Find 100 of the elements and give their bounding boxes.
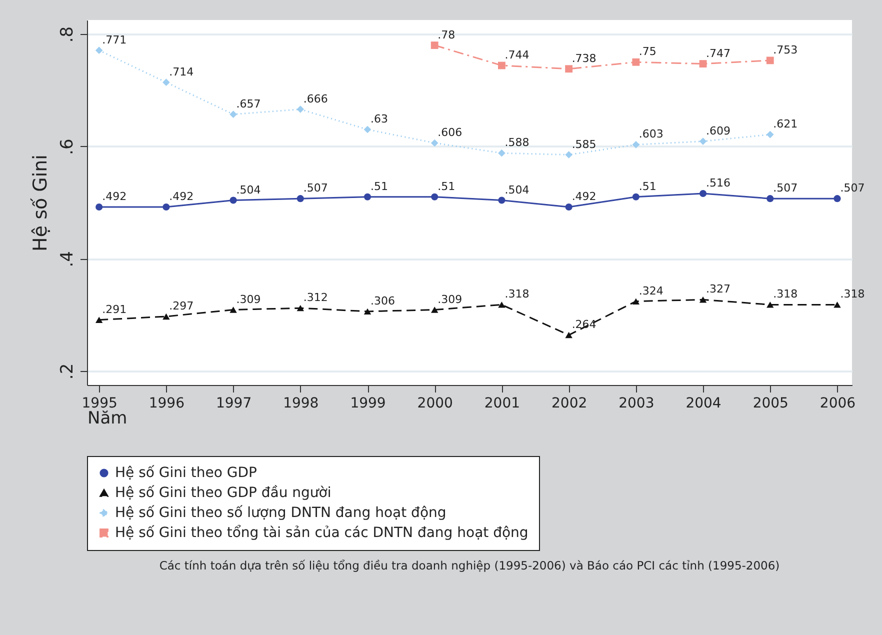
point [296,304,304,312]
point [162,78,170,86]
data-label: .318 [773,288,798,301]
x-axis-title: Năm [88,408,128,428]
point [96,203,103,211]
point [498,302,506,308]
data-label: .666 [303,92,328,106]
data-label: .657 [236,97,261,110]
point [230,196,237,204]
point [632,58,640,66]
point [162,313,170,320]
data-label: .504 [236,183,261,196]
y-tick-label: .2 [58,363,78,380]
point [296,106,304,113]
point [498,62,506,70]
point [162,203,170,211]
data-label: .318 [840,288,865,301]
legend-label: Hệ số Gini theo tổng tài sản của các DNTN đang hoạt động [115,524,528,541]
data-label: .507 [840,182,865,195]
point [766,195,774,202]
data-label: .744 [504,48,530,62]
data-label: .291 [102,302,127,316]
data-label: .492 [102,190,127,203]
data-label: .297 [169,299,194,312]
point [95,316,103,323]
point [766,56,774,64]
x-tick-label: 2003 [618,396,654,412]
data-label: .327 [706,282,731,296]
x-tick-label: 1999 [350,396,386,412]
data-label: .603 [638,128,664,141]
legend-label: Hệ số Gini theo GDP đầu người [115,485,332,501]
x-tick-label: 1998 [283,396,319,412]
y-tick-label: .8 [58,26,78,43]
point [565,151,572,158]
point [498,196,506,204]
legend-label: Hệ số Gini theo GDP [115,465,257,481]
point [296,195,304,202]
data-label: .309 [438,292,462,306]
x-tick-label: 1995 [82,396,118,412]
point [632,193,640,200]
data-label: .714 [169,65,194,78]
data-label: .75 [638,45,656,58]
point [95,46,103,54]
data-label: .492 [169,190,194,203]
point [766,130,774,138]
data-label: .63 [370,112,388,126]
point [364,126,372,134]
y-tick-label: .4 [58,251,78,268]
legend-label: Hệ số Gini theo số lượng DNTN đang hoạt động [115,505,446,521]
data-label: .738 [572,52,596,65]
point [431,193,438,200]
data-label: .492 [572,190,596,203]
x-tick-label: 1997 [216,396,252,412]
point [834,302,841,308]
point [699,296,707,303]
data-label: .747 [706,46,731,60]
x-tick-label: 2000 [417,396,453,412]
point [565,65,573,73]
data-label: .51 [370,180,388,193]
data-label: .507 [773,182,798,195]
data-label: .504 [504,183,530,196]
data-label: .306 [370,294,395,308]
data-label: .753 [773,43,798,56]
y-axis-title: Hệ số Gini [30,154,52,252]
point [431,306,438,313]
data-label: .609 [706,124,731,138]
data-label: .516 [706,176,731,190]
y-tick-label: .6 [58,138,78,155]
point [364,193,372,200]
point [230,110,237,118]
point [364,308,372,315]
data-label: .264 [572,318,596,332]
point [834,195,841,202]
data-label: .318 [504,288,530,301]
point [430,139,438,147]
point [699,138,707,145]
data-label: .78 [438,28,456,42]
point [565,332,572,338]
x-tick-label: 2004 [686,396,722,412]
data-label: .51 [438,180,456,193]
data-label: .309 [236,292,261,306]
x-tick-label: 2002 [551,396,588,412]
x-tick-label: 2006 [820,396,856,412]
x-tick-label: 1996 [148,396,185,412]
point [498,149,506,157]
data-label: .324 [638,284,664,298]
data-label: .621 [773,118,798,131]
point [699,190,707,198]
data-label: .51 [638,180,656,193]
point [632,298,640,304]
point [565,203,572,211]
point [632,141,640,148]
point [430,42,438,49]
data-label: .312 [303,291,328,304]
data-label: .585 [572,138,596,151]
data-label: .771 [102,33,127,46]
x-tick-label: 2001 [484,396,520,412]
point [699,60,707,68]
data-label: .507 [303,182,328,195]
x-tick-label: 2005 [752,396,788,412]
